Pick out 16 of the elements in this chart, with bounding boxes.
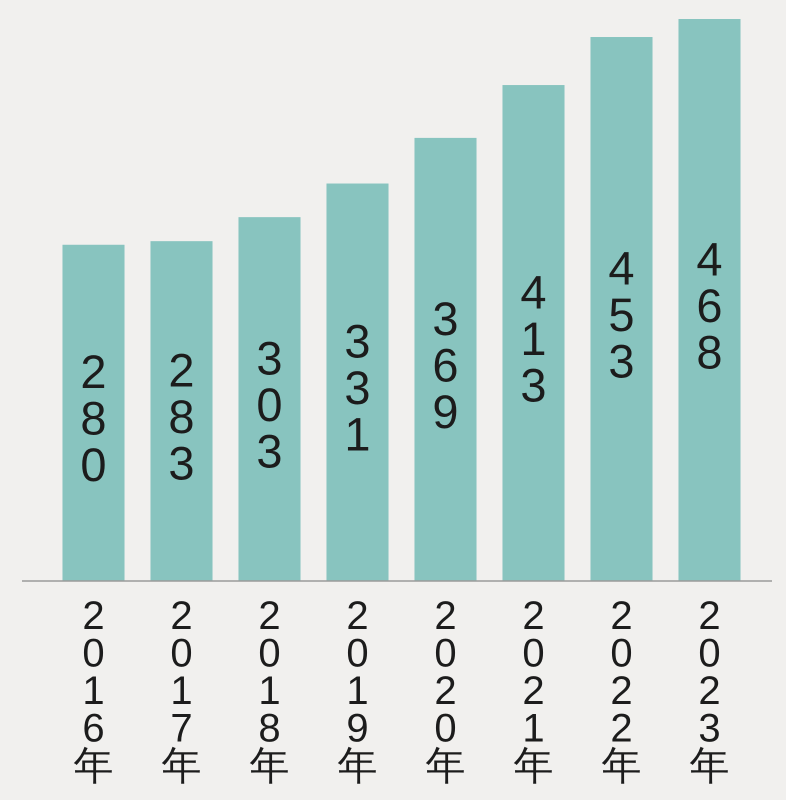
- value-label: 4 6 8: [696, 232, 723, 378]
- value-label: 4 1 3: [520, 265, 547, 412]
- value-label: 3 0 3: [256, 331, 283, 478]
- value-label: 2 8 3: [168, 343, 195, 490]
- category-label: 2017年: [162, 594, 202, 788]
- category-label: 2020年: [426, 594, 466, 788]
- value-label: 4 5 3: [608, 241, 635, 388]
- category-label: 2019年: [338, 594, 378, 788]
- category-label: 2022年: [602, 594, 642, 788]
- category-label: 2018年: [250, 594, 290, 788]
- value-label: 3 3 1: [344, 314, 371, 461]
- category-label: 2021年: [514, 594, 554, 788]
- category-label: 2016年: [74, 594, 114, 788]
- value-label: 2 8 0: [80, 345, 107, 492]
- category-label: 2023年: [690, 594, 730, 788]
- value-label: 3 6 9: [432, 292, 459, 438]
